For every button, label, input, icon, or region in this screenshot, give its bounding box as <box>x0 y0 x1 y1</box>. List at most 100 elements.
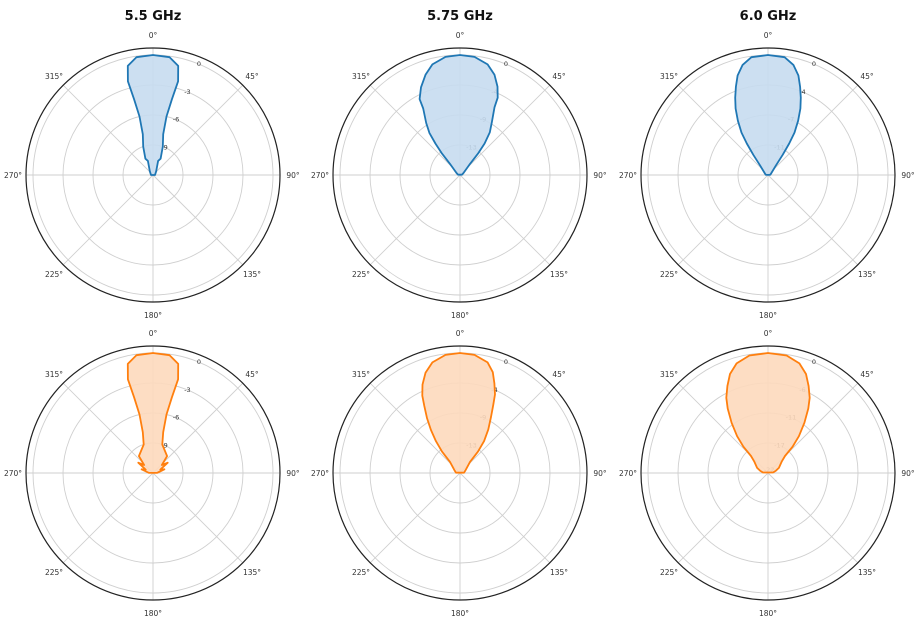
grid-spoke <box>62 472 154 564</box>
angle-tick-label: 270° <box>311 171 329 180</box>
radial-tick-label: -4 <box>799 88 805 96</box>
grid-spoke <box>767 472 859 564</box>
polar-spine <box>332 345 588 601</box>
grid-spoke <box>677 84 769 176</box>
angle-tick-label: 270° <box>619 469 637 478</box>
angle-tick-label: 315° <box>352 370 370 379</box>
angle-tick-label: 0° <box>764 31 773 40</box>
polar-spine <box>332 47 588 303</box>
polar-panel-5.5-ghz: 0° 45° 90° 135° 180° 225° 270° 315° 0 -3 -6 -9 5.5 G… <box>4 9 300 320</box>
grid-spoke <box>459 174 551 266</box>
grid-spoke <box>152 382 244 474</box>
angle-tick-label: 135° <box>243 568 261 577</box>
polar-spine <box>25 47 281 303</box>
radial-tick-label: -3 <box>184 386 190 394</box>
radiation-pattern <box>421 352 496 474</box>
angle-tick-label: 90° <box>901 469 915 478</box>
grid-spoke <box>369 174 461 266</box>
angle-tick-label: 315° <box>45 72 63 81</box>
radiation-pattern <box>725 352 811 474</box>
angle-tick-label: 270° <box>619 171 637 180</box>
angle-tick-label: 0° <box>764 329 773 338</box>
radial-tick-label: 0 <box>197 358 201 366</box>
polar-panel-5.75-ghz: 0°45°90°135°180°225°270°315°0-4-9-135.75… <box>311 9 607 320</box>
angle-tick-label: 135° <box>858 568 876 577</box>
angle-tick-label: 0° <box>149 329 158 338</box>
radial-tick-label: -6 <box>173 116 179 124</box>
polar-spine <box>640 345 896 601</box>
grid-spoke <box>677 174 769 266</box>
angle-tick-label: 45° <box>552 72 566 81</box>
grid-spoke <box>459 84 551 176</box>
radiation-pattern <box>126 54 180 176</box>
angle-tick-label: 135° <box>243 270 261 279</box>
angle-tick-label: 135° <box>550 270 568 279</box>
angle-tick-label: 225° <box>45 568 63 577</box>
angle-tick-label: 225° <box>352 270 370 279</box>
radiation-pattern <box>418 54 499 176</box>
grid-spoke <box>152 472 244 564</box>
grid-spoke <box>767 84 859 176</box>
radial-tick-label: 0 <box>197 60 201 68</box>
panel-title: 6.0 GHz <box>740 9 797 24</box>
angle-tick-label: 90° <box>286 171 300 180</box>
angle-tick-label: 90° <box>593 469 607 478</box>
angle-tick-label: 135° <box>858 270 876 279</box>
polar-spine <box>25 345 281 601</box>
grid-spoke <box>459 382 551 474</box>
grid-spoke <box>369 382 461 474</box>
radial-tick-label: 0 <box>812 60 816 68</box>
radial-tick-label: -9 <box>161 143 167 151</box>
radial-tick-label: -3 <box>184 88 190 96</box>
angle-tick-label: 270° <box>4 469 22 478</box>
radiation-pattern <box>734 54 802 176</box>
radial-tick-label: 0 <box>504 358 508 366</box>
angle-tick-label: 90° <box>901 171 915 180</box>
angle-tick-label: 180° <box>759 311 777 320</box>
radiation-pattern <box>126 352 180 474</box>
angle-tick-label: 45° <box>245 72 259 81</box>
panel-title: 5.5 GHz <box>125 9 182 24</box>
angle-tick-label: 225° <box>45 270 63 279</box>
grid-spoke <box>767 174 859 266</box>
angle-tick-label: 270° <box>4 171 22 180</box>
grid-spoke <box>152 84 244 176</box>
angle-tick-label: 180° <box>451 311 469 320</box>
angle-tick-label: 225° <box>352 568 370 577</box>
polar-spine <box>640 47 896 303</box>
grid-spoke <box>677 472 769 564</box>
angle-tick-label: 180° <box>759 609 777 618</box>
grid-spoke <box>369 472 461 564</box>
grid-spoke <box>459 472 551 564</box>
polar-panel-6.0-ghz: 0°45°90°135°180°225°270°315°0-4-7-116.0 … <box>619 9 915 320</box>
angle-tick-label: 0° <box>149 31 158 40</box>
radial-tick-label: -9 <box>161 441 167 449</box>
grid-spoke <box>62 382 154 474</box>
grid-spoke <box>62 84 154 176</box>
angle-tick-label: 90° <box>286 469 300 478</box>
angle-tick-label: 0° <box>456 329 465 338</box>
angle-tick-label: 270° <box>311 469 329 478</box>
angle-tick-label: 315° <box>352 72 370 81</box>
angle-tick-label: 90° <box>593 171 607 180</box>
angle-tick-label: 180° <box>144 311 162 320</box>
grid-spoke <box>152 174 244 266</box>
angle-tick-label: 315° <box>45 370 63 379</box>
polar-panel-row1-col1: 0°45°90°135°180°225°270°315°0-4-9-13 <box>311 329 607 618</box>
radial-tick-label: 0 <box>812 358 816 366</box>
radial-tick-label: -6 <box>173 414 179 422</box>
grid-spoke <box>369 84 461 176</box>
angle-tick-label: 315° <box>660 370 678 379</box>
angle-tick-label: 315° <box>660 72 678 81</box>
angle-tick-label: 45° <box>245 370 259 379</box>
angle-tick-label: 45° <box>552 370 566 379</box>
angle-tick-label: 180° <box>451 609 469 618</box>
radial-tick-label: 0 <box>504 60 508 68</box>
panel-title: 5.75 GHz <box>427 9 493 24</box>
angle-tick-label: 225° <box>660 270 678 279</box>
angle-tick-label: 0° <box>456 31 465 40</box>
polar-panel-row1-col2: 0°45°90°135°180°225°270°315°0-6-11-17-22 <box>619 329 915 618</box>
angle-tick-label: 45° <box>860 370 874 379</box>
angle-tick-label: 135° <box>550 568 568 577</box>
